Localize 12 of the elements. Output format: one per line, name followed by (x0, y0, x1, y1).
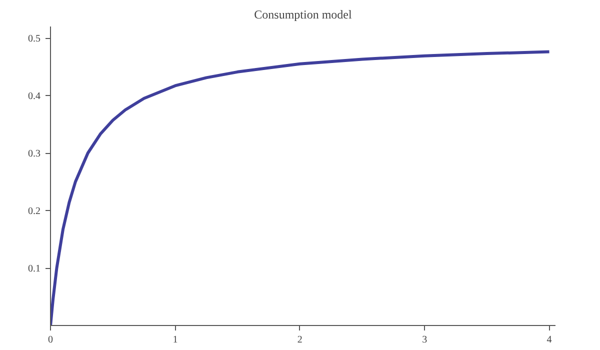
y-tick-label: 0.3 (28, 148, 40, 160)
x-tick-label: 4 (546, 334, 552, 346)
y-tick-label: 0.5 (28, 34, 40, 44)
x-tick-label: 1 (172, 334, 178, 346)
y-tick-label: 0.2 (28, 206, 40, 217)
x-tick-label: 3 (422, 334, 428, 346)
x-tick-label: 2 (297, 334, 302, 346)
x-tick-label: 0 (48, 334, 53, 346)
y-tick-label: 0.1 (28, 264, 40, 274)
y-tick-label: 0.4 (28, 91, 40, 102)
line-series (50, 50, 551, 326)
chart-title: Consumption model (254, 8, 352, 22)
